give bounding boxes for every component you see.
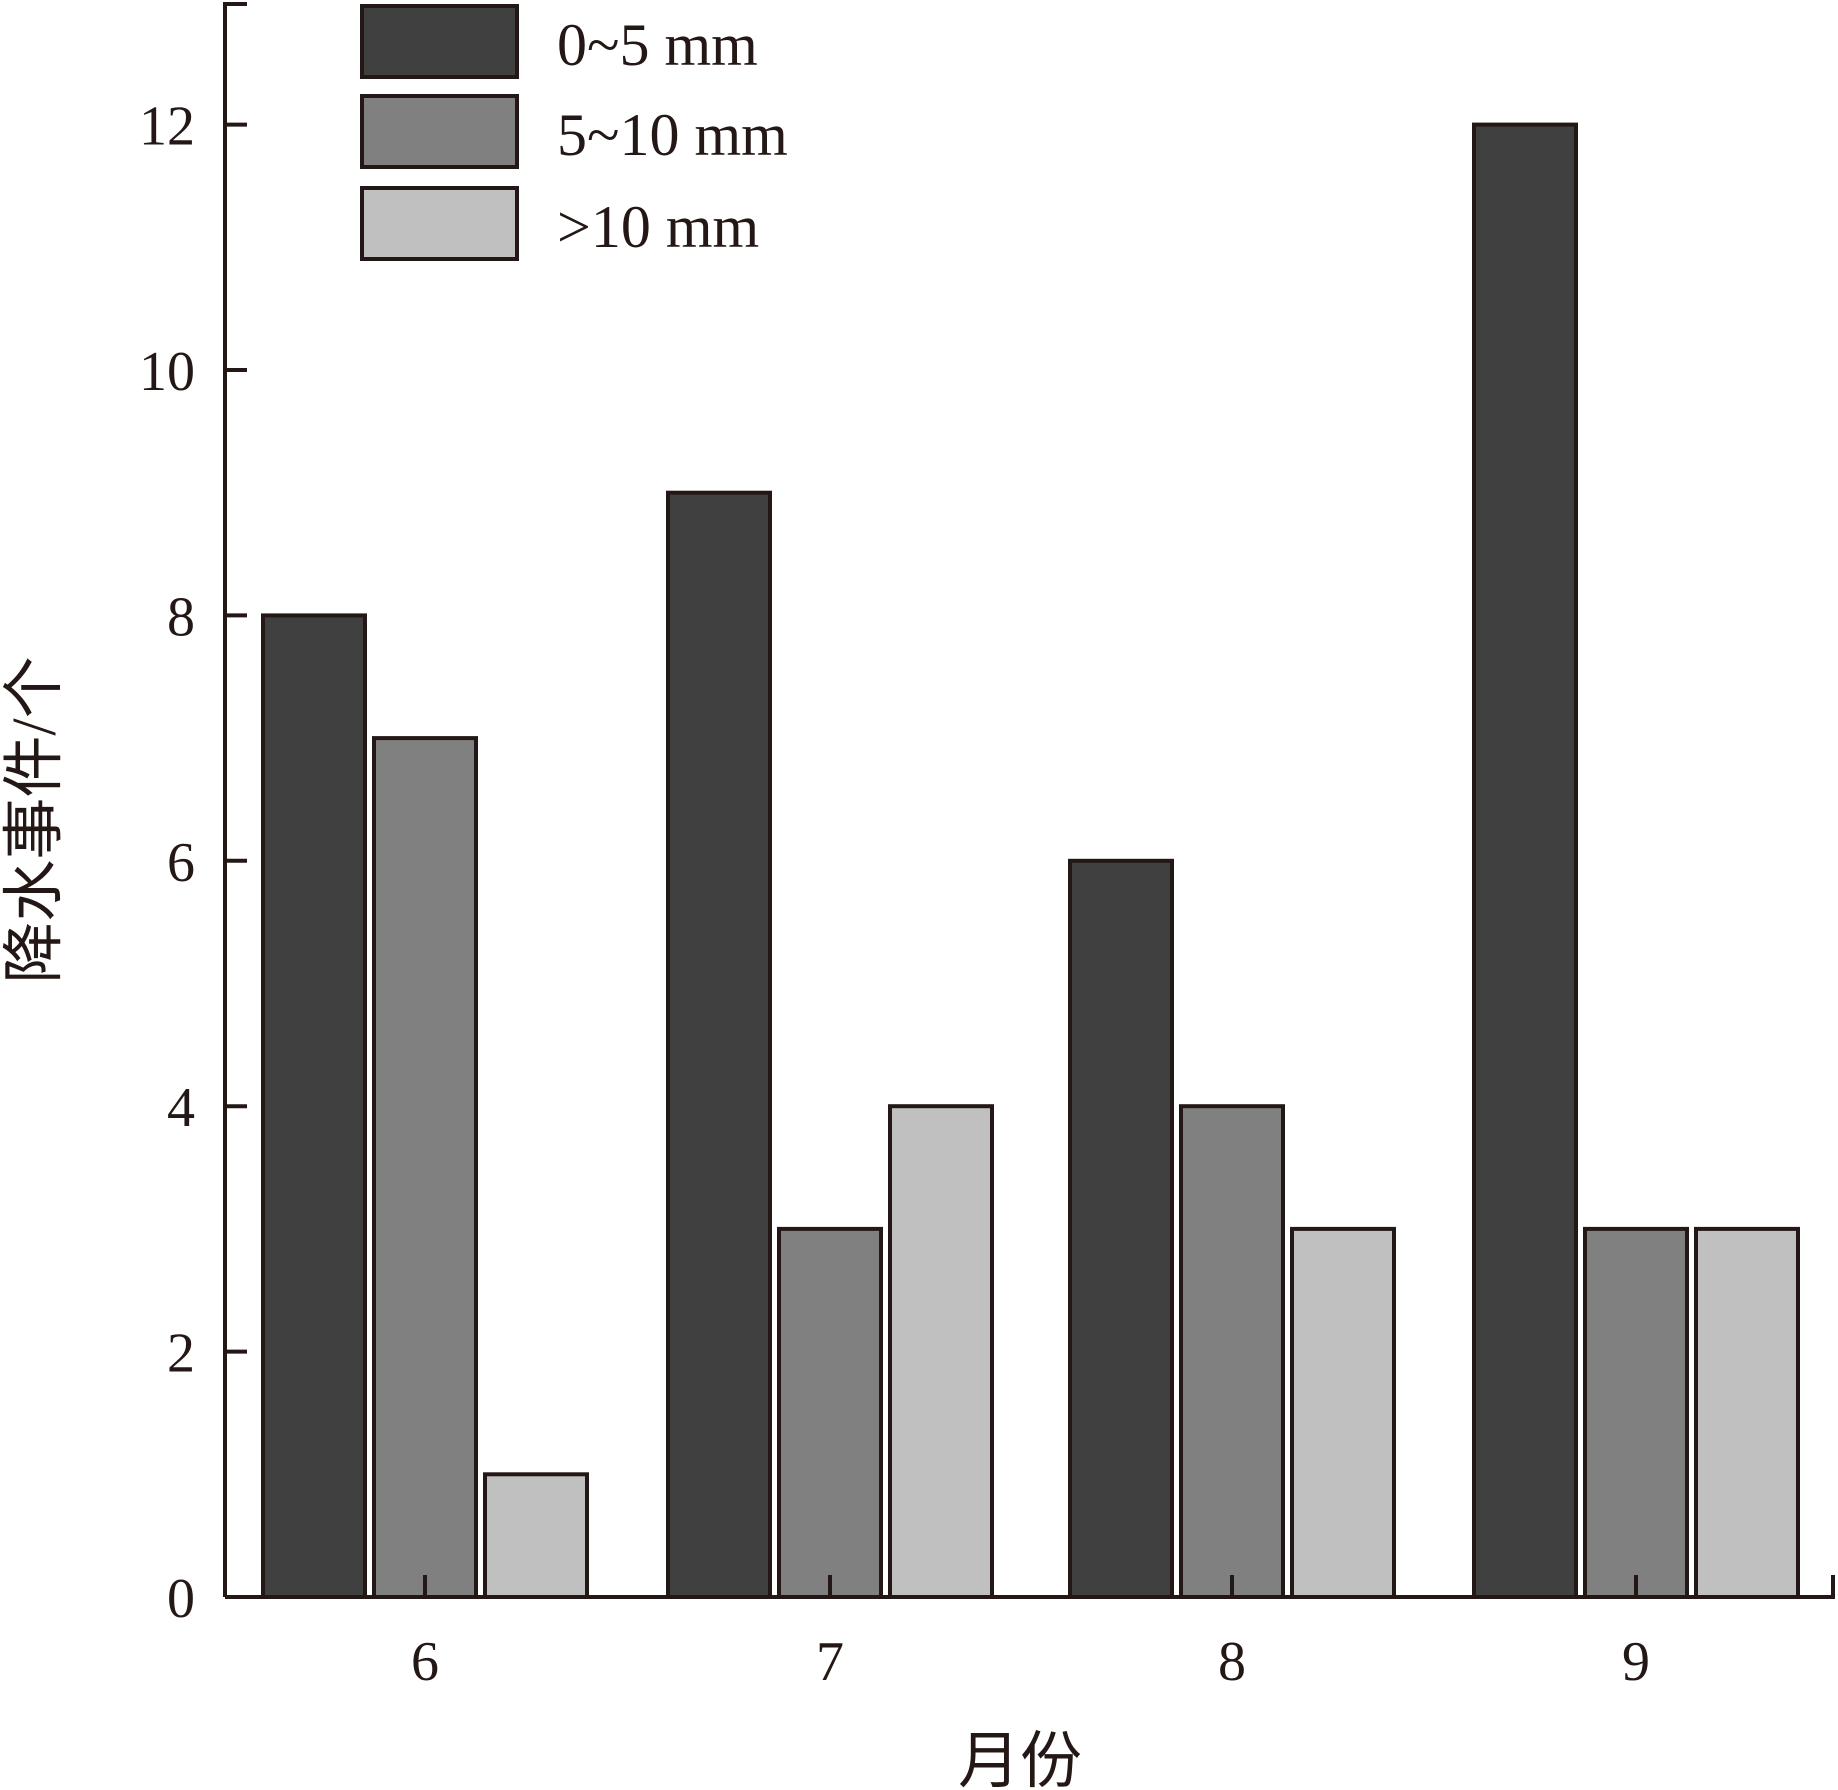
bars bbox=[261, 122, 1800, 1600]
bar-6-series-0 bbox=[261, 613, 367, 1599]
x-tick-label: 6 bbox=[411, 1631, 439, 1693]
bar-9-series-1 bbox=[1583, 1226, 1689, 1600]
legend-swatch bbox=[360, 94, 519, 169]
y-axis-label: 降水事件/个 bbox=[1, 656, 69, 983]
bar-6-series-1 bbox=[372, 736, 478, 1599]
x-tick-label: 8 bbox=[1218, 1631, 1246, 1693]
bar-8-series-1 bbox=[1179, 1104, 1285, 1599]
bar-7-series-1 bbox=[777, 1226, 883, 1600]
x-tick-label: 9 bbox=[1622, 1631, 1650, 1693]
bar-9-series-2 bbox=[1694, 1226, 1800, 1600]
y-tick-label: 6 bbox=[167, 832, 195, 894]
legend: 0~5 mm 5~10 mm >10 mm bbox=[360, 4, 788, 261]
bar-7-series-0 bbox=[666, 490, 772, 1600]
y-tick-label: 2 bbox=[167, 1323, 195, 1385]
bar-8-series-2 bbox=[1290, 1226, 1396, 1600]
y-tick-label: 0 bbox=[167, 1568, 195, 1630]
legend-swatch bbox=[360, 4, 519, 79]
axes: 6 7 8 9 0 2 4 6 8 10 12 bbox=[139, 2, 1835, 1693]
y-tick-label: 4 bbox=[167, 1077, 195, 1139]
y-tick-label: 12 bbox=[139, 96, 195, 158]
bar-8-series-0 bbox=[1068, 858, 1174, 1599]
legend-label: 5~10 mm bbox=[557, 102, 788, 168]
y-tick-label: 10 bbox=[139, 341, 195, 403]
legend-swatch bbox=[360, 186, 519, 261]
legend-label: 0~5 mm bbox=[557, 12, 758, 78]
legend-label: >10 mm bbox=[557, 194, 759, 260]
x-axis-label: 月份 bbox=[958, 1728, 1082, 1790]
bar-7-series-2 bbox=[888, 1104, 994, 1599]
x-tick-label: 7 bbox=[816, 1631, 844, 1693]
y-tick-label: 8 bbox=[167, 586, 195, 648]
bar-6-series-2 bbox=[483, 1472, 589, 1600]
bar-9-series-0 bbox=[1472, 122, 1578, 1600]
